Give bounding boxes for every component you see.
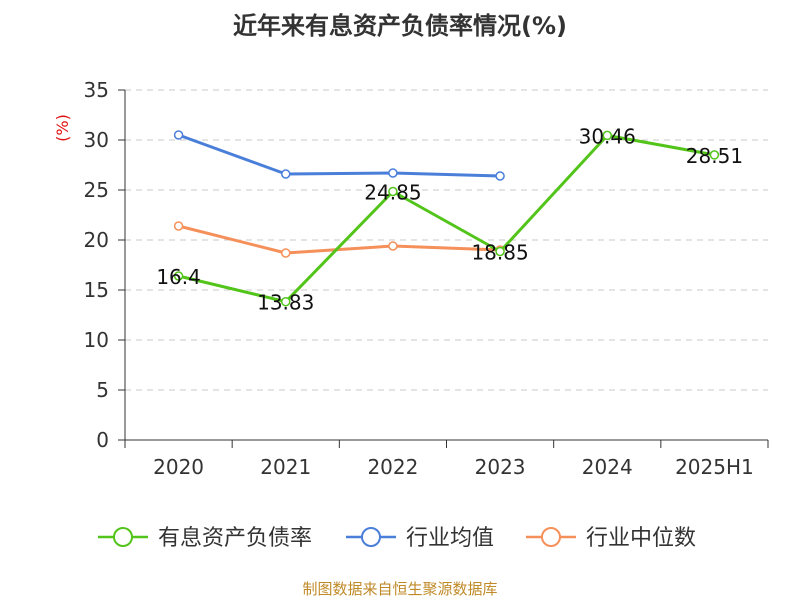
legend-item-1[interactable]: 行业均值 (346, 526, 494, 551)
chart-title: 近年来有息资产负债率情况(%) (233, 12, 567, 40)
source-note: 制图数据来自恒生聚源数据库 (302, 580, 497, 598)
legend-item-2[interactable]: 行业中位数 (526, 526, 696, 551)
axes: 0 5 10 15 20 25 30 35 2020 2021 2022 2023 2024 2025H1 (84, 78, 769, 479)
data-point[interactable] (281, 296, 291, 307)
data-label: 18.85 (471, 241, 528, 265)
y-tick-label: 10 (84, 328, 109, 352)
y-tick-label: 25 (84, 178, 109, 202)
legend-marker (113, 527, 133, 547)
data-point[interactable] (173, 130, 184, 140)
x-tick-label-2021: 2021 (260, 455, 311, 479)
data-point[interactable] (173, 271, 184, 281)
data-label: 16.4 (156, 265, 201, 289)
legend[interactable]: 有息资产负债率 行业均值 行业中位数 (98, 526, 696, 551)
data-labels: 16.4 13.83 24.85 18.85 30.46 28.51 (156, 124, 743, 314)
legend-label: 行业中位数 (586, 526, 696, 551)
y-tick-label: 5 (96, 378, 109, 402)
data-point[interactable] (388, 168, 398, 178)
series-layer (173, 130, 720, 307)
y-tick-label: 20 (84, 228, 109, 252)
x-tick-label-2024: 2024 (582, 455, 633, 479)
data-point[interactable] (173, 221, 184, 231)
grid-lines (125, 89, 768, 391)
y-tick-label: 30 (84, 128, 109, 152)
data-label: 24.85 (364, 181, 421, 205)
data-point[interactable] (709, 150, 720, 160)
legend-marker (361, 527, 381, 547)
x-tick-label-2020: 2020 (153, 455, 204, 479)
data-point[interactable] (388, 186, 398, 197)
data-point[interactable] (495, 171, 505, 181)
series-line-0 (178, 133, 715, 304)
data-label: 28.51 (686, 144, 743, 168)
x-tick-label-2022: 2022 (367, 455, 418, 479)
y-tick-label: 35 (84, 78, 109, 102)
data-point[interactable] (281, 169, 291, 179)
y-tick-label: 15 (84, 278, 109, 302)
legend-label: 有息资产负债率 (158, 526, 312, 551)
x-tick-label-2023: 2023 (475, 455, 526, 479)
data-label: 13.83 (257, 291, 314, 315)
data-point[interactable] (388, 241, 398, 251)
legend-label: 行业均值 (406, 526, 494, 551)
series-line-1 (178, 133, 501, 178)
data-point[interactable] (602, 130, 612, 141)
data-label: 30.46 (579, 124, 636, 148)
y-tick-label: 0 (96, 428, 109, 452)
series-line-2 (178, 224, 501, 255)
y-axis-unit: (%) (53, 114, 72, 142)
legend-marker (541, 527, 561, 547)
x-tick-label-2025H1: 2025H1 (675, 455, 754, 479)
legend-item-0[interactable]: 有息资产负债率 (98, 526, 312, 551)
data-point[interactable] (495, 246, 505, 257)
data-point[interactable] (281, 248, 291, 258)
